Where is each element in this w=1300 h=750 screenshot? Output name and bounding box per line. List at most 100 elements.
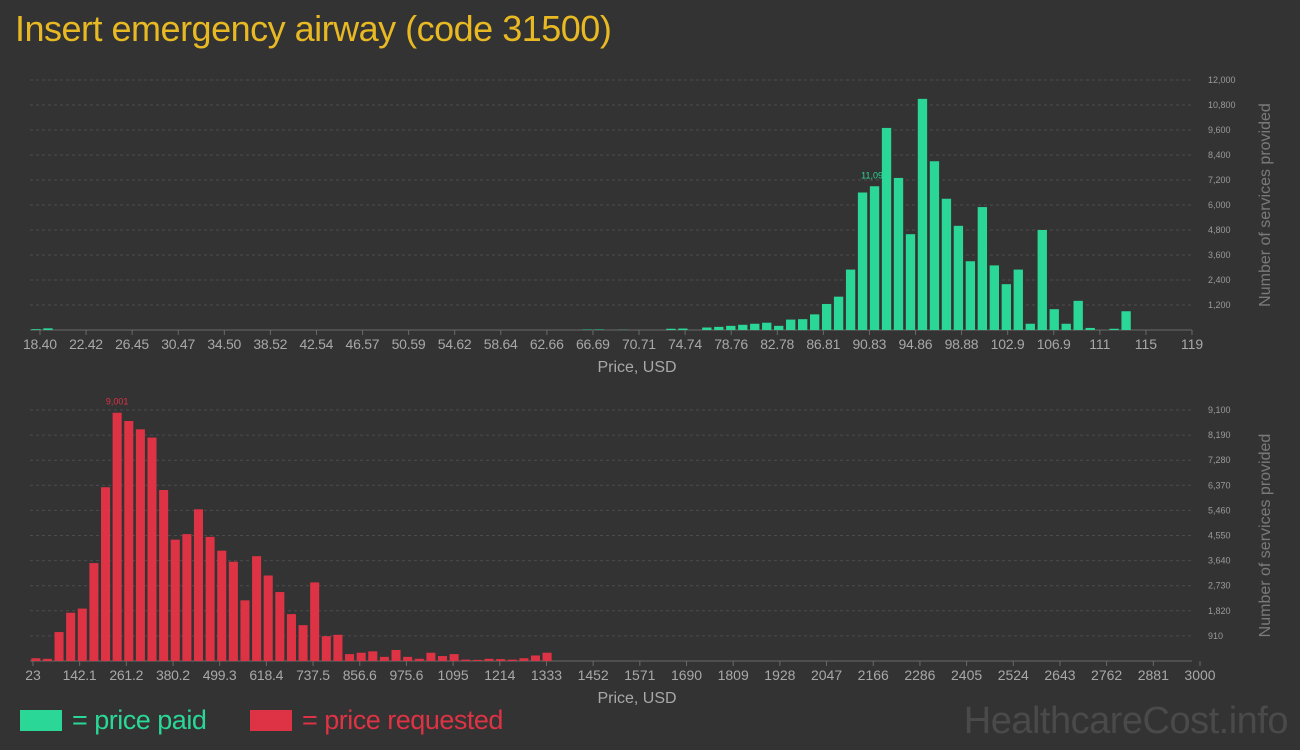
- site-watermark: HealthcareCost.info: [963, 700, 1289, 742]
- requested-bar: [333, 634, 343, 661]
- legend-paid-swatch: [20, 709, 62, 731]
- paid-xtick-label: 102.9: [991, 336, 1025, 352]
- paid-ytick-label: 1,200: [1208, 300, 1231, 310]
- requested-bar: [228, 561, 238, 661]
- paid-xtick-label: 94.86: [899, 336, 933, 352]
- page-title: Insert emergency airway (code 31500): [15, 8, 612, 49]
- requested-xtick-label: 380.2: [156, 667, 190, 683]
- paid-bar: [1073, 300, 1083, 330]
- requested-xtick-label: 23: [25, 667, 41, 683]
- paid-bar: [666, 328, 676, 330]
- requested-bar: [530, 655, 541, 661]
- requested-bar: [379, 656, 389, 661]
- paid-bar: [726, 325, 736, 330]
- paid-bar: [774, 325, 784, 330]
- requested-bar: [298, 625, 308, 661]
- paid-xtick-label: 42.54: [299, 336, 333, 352]
- requested-bar: [286, 614, 296, 661]
- requested-xtick-label: 3000: [1184, 667, 1215, 683]
- paid-bar: [1001, 284, 1011, 330]
- paid-xtick-label: 86.81: [806, 336, 840, 352]
- requested-bar: [275, 592, 285, 661]
- paid-ytick-label: 9,600: [1208, 125, 1231, 135]
- requested-bar: [31, 658, 41, 661]
- paid-bar: [965, 261, 976, 330]
- paid-xtick-label: 58.64: [484, 336, 518, 352]
- requested-bar: [426, 652, 436, 661]
- requested-bar: [472, 659, 482, 661]
- requested-ytick-label: 4,550: [1208, 531, 1231, 541]
- paid-bar: [989, 265, 1000, 330]
- paid-xtick-label: 82.78: [760, 336, 794, 352]
- paid-bar: [917, 98, 928, 330]
- requested-ytick-label: 2,730: [1208, 581, 1231, 591]
- requested-bar: [391, 649, 401, 661]
- paid-bar: [1025, 323, 1035, 330]
- paid-xaxis-label: Price, USD: [597, 359, 676, 376]
- paid-bar: [1049, 309, 1059, 330]
- paid-bar: [977, 207, 988, 330]
- requested-bar: [263, 575, 273, 661]
- requested-bar: [112, 412, 122, 661]
- paid-bar: [1121, 311, 1131, 330]
- paid-ytick-label: 7,200: [1208, 175, 1231, 185]
- paid-bar: [809, 314, 820, 330]
- requested-peak-label: 9,001: [106, 397, 129, 407]
- requested-xtick-label: 1928: [764, 667, 795, 683]
- requested-bar: [147, 437, 157, 661]
- requested-yaxis-label: Number of services provided: [1257, 434, 1274, 638]
- requested-bar: [54, 632, 64, 661]
- requested-bar: [403, 656, 413, 661]
- paid-bar: [1085, 327, 1095, 330]
- paid-bar: [821, 303, 832, 330]
- paid-bar: [31, 329, 41, 330]
- paid-ytick-label: 8,400: [1208, 150, 1231, 160]
- requested-ytick-label: 9,100: [1208, 405, 1231, 415]
- paid-bar: [941, 198, 952, 330]
- paid-xtick-label: 54.62: [438, 336, 472, 352]
- requested-ytick-label: 910: [1208, 631, 1223, 641]
- legend-price-paid: = price paid: [20, 704, 207, 736]
- paid-bar: [738, 324, 748, 330]
- requested-xtick-label: 975.6: [389, 667, 423, 683]
- requested-ytick-label: 1,820: [1208, 606, 1231, 616]
- requested-bar: [310, 582, 320, 661]
- requested-bar: [449, 654, 459, 661]
- requested-bar: [193, 509, 204, 661]
- paid-bar: [797, 319, 808, 330]
- legend-paid-label: = price paid: [72, 704, 207, 735]
- requested-xtick-label: 2286: [904, 667, 935, 683]
- paid-xtick-label: 115: [1135, 336, 1158, 352]
- requested-xtick-label: 2166: [858, 667, 889, 683]
- requested-xtick-label: 2762: [1091, 667, 1122, 683]
- requested-xtick-label: 2405: [951, 667, 982, 683]
- requested-bar: [89, 563, 99, 661]
- paid-xtick-label: 26.45: [115, 336, 149, 352]
- requested-xtick-label: 499.3: [203, 667, 237, 683]
- paid-ytick-label: 4,800: [1208, 225, 1231, 235]
- paid-xtick-label: 66.69: [576, 336, 610, 352]
- paid-bar: [833, 296, 844, 330]
- requested-bar: [182, 534, 192, 661]
- paid-bar: [714, 326, 724, 330]
- paid-xtick-label: 50.59: [392, 336, 426, 352]
- requested-bar: [519, 658, 529, 661]
- requested-xtick-label: 2643: [1044, 667, 1075, 683]
- paid-bar: [1061, 323, 1071, 330]
- paid-xtick-label: 46.57: [346, 336, 380, 352]
- requested-bar: [484, 658, 494, 661]
- requested-xtick-label: 1571: [624, 667, 655, 683]
- requested-xtick-label: 2881: [1138, 667, 1169, 683]
- paid-bar: [1109, 328, 1119, 330]
- paid-xtick-label: 119: [1181, 336, 1204, 352]
- requested-ytick-label: 5,460: [1208, 505, 1231, 515]
- paid-bar: [762, 322, 772, 330]
- requested-xtick-label: 618.4: [249, 667, 283, 683]
- paid-xtick-label: 22.42: [69, 336, 103, 352]
- paid-xtick-label: 18.40: [23, 336, 57, 352]
- requested-ytick-label: 3,640: [1208, 556, 1231, 566]
- requested-xtick-label: 1452: [578, 667, 609, 683]
- requested-bar: [170, 539, 180, 661]
- requested-xtick-label: 261.2: [109, 667, 143, 683]
- requested-xtick-label: 737.5: [296, 667, 330, 683]
